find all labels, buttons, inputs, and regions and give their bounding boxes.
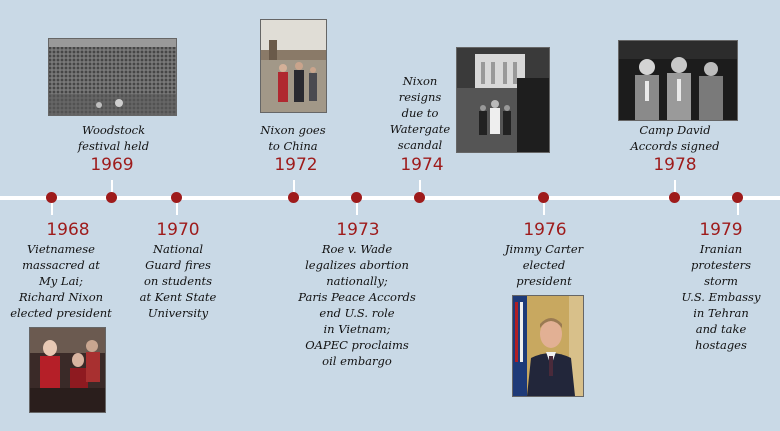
timeline-axis: [0, 196, 780, 200]
marker-1968: [46, 192, 57, 203]
year-1972: 1972: [274, 155, 318, 175]
camp-david-photo: [618, 40, 738, 121]
marker-1970: [171, 192, 182, 203]
year-1974: 1974: [400, 155, 444, 175]
marker-1969: [106, 192, 117, 203]
tick-1974: [419, 180, 421, 196]
jimmy-carter-portrait: [512, 295, 584, 397]
year-1970: 1970: [156, 220, 200, 240]
event-1972-text: Nixon goes to China: [260, 123, 326, 153]
tick-1976: [543, 200, 545, 215]
event-1969-text: Woodstock festival held: [77, 123, 150, 153]
woodstock-crowd-photo: [48, 38, 177, 116]
year-1978: 1978: [653, 155, 697, 175]
marker-1978: [669, 192, 680, 203]
marker-1974: [414, 192, 425, 203]
my-lai-photo: [29, 327, 106, 413]
nixon-china-photo: [260, 19, 327, 113]
year-1968: 1968: [46, 220, 90, 240]
event-1973-text: Roe v. Wade legalizes abortion nationally;…: [298, 242, 416, 368]
marker-1972: [288, 192, 299, 203]
event-1974-text: Nixon resigns due to Watergate scandal: [389, 74, 451, 152]
marker-1976: [538, 192, 549, 203]
year-1973: 1973: [336, 220, 380, 240]
tick-1972: [293, 180, 295, 196]
tick-1978: [674, 180, 676, 196]
nixon-resignation-photo: [456, 47, 550, 153]
event-1979-text: Iranian protesters storm U.S. Embassy in Teh…: [681, 242, 761, 352]
year-1976: 1976: [523, 220, 567, 240]
event-1970-text: National Guard fires on students at Kent St…: [139, 242, 217, 320]
event-1978-text: Camp David Accords signed: [630, 123, 720, 153]
year-1969: 1969: [90, 155, 134, 175]
tick-1970: [176, 200, 178, 215]
tick-1969: [111, 180, 113, 196]
year-1979: 1979: [699, 220, 743, 240]
tick-1973: [356, 200, 358, 215]
tick-1968: [51, 200, 53, 215]
marker-1973: [351, 192, 362, 203]
event-1968-text: Vietnamese massacred at My Lai; Richard Nix…: [10, 242, 112, 320]
tick-1979: [737, 200, 739, 215]
event-1976-text: Jimmy Carter elected president: [504, 242, 584, 288]
marker-1979: [732, 192, 743, 203]
